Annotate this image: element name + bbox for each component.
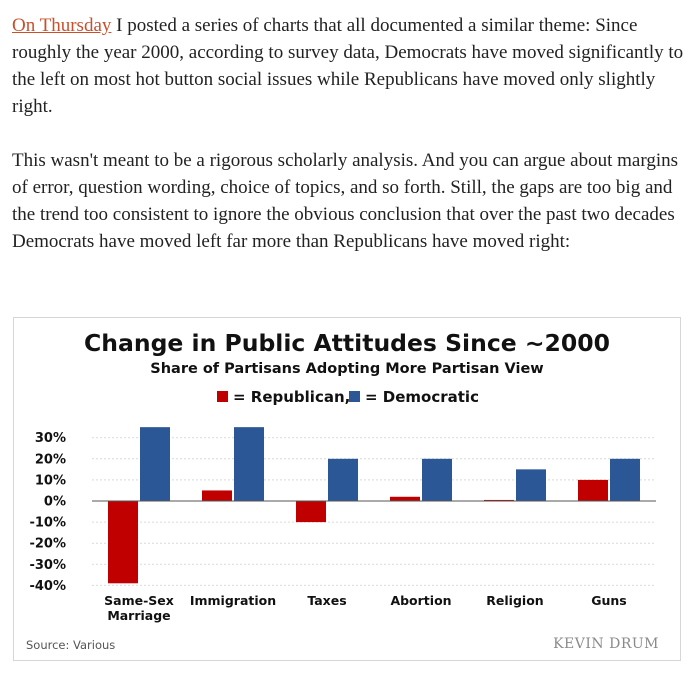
paragraph-2: This wasn't meant to be a rigorous schol… bbox=[12, 150, 679, 252]
chart-subtitle: Share of Partisans Adopting More Partisa… bbox=[150, 361, 543, 377]
y-tick-label: -40% bbox=[29, 579, 66, 594]
legend-swatch-democratic bbox=[349, 391, 360, 402]
y-tick-label: -10% bbox=[29, 516, 66, 531]
y-tick-label: 20% bbox=[35, 452, 66, 467]
x-tick-label: Marriage bbox=[107, 608, 170, 623]
brand-logo: KEVIN DRUM bbox=[553, 636, 659, 652]
y-tick-label: 0% bbox=[44, 495, 66, 510]
x-tick-label: Guns bbox=[591, 593, 627, 608]
chart-figure: Change in Public Attitudes Since ~2000 S… bbox=[13, 317, 681, 661]
bar-republican-taxes bbox=[296, 501, 326, 523]
bar-democratic-same-sex bbox=[140, 427, 170, 501]
chart-legend: = Republican, = Democratic bbox=[217, 388, 479, 406]
bar-democratic-religion bbox=[516, 469, 546, 501]
x-tick-label: Same-Sex bbox=[104, 593, 174, 608]
y-tick-label: -30% bbox=[29, 558, 66, 573]
bar-republican-same-sex bbox=[108, 501, 138, 584]
bar-democratic-guns bbox=[610, 458, 640, 501]
bar-democratic-abortion bbox=[422, 458, 452, 501]
article-body: On Thursday I posted a series of charts … bbox=[12, 12, 692, 255]
legend-swatch-republican bbox=[217, 391, 228, 402]
chart-title: Change in Public Attitudes Since ~2000 bbox=[84, 329, 610, 357]
y-tick-label: 10% bbox=[35, 473, 66, 488]
plot-area: 30% 20% 10% 0% -10% -20% -30% -40% Same-SexMarri… bbox=[29, 427, 656, 623]
bar-republican-immigration bbox=[202, 490, 232, 501]
bar-republican-guns bbox=[578, 479, 608, 501]
brand-wordmark: KEVIN DRUM bbox=[553, 636, 659, 652]
y-tick-label: 30% bbox=[35, 431, 66, 446]
bar-democratic-taxes bbox=[328, 458, 358, 501]
x-tick-label: Religion bbox=[486, 593, 543, 608]
paragraph-1-text: I posted a series of charts that all doc… bbox=[12, 15, 684, 117]
y-tick-label: -20% bbox=[29, 537, 66, 552]
on-thursday-link[interactable]: On Thursday bbox=[12, 15, 112, 36]
x-tick-label: Taxes bbox=[307, 593, 346, 608]
bar-republican-abortion bbox=[390, 496, 420, 501]
legend-label-democratic: = Democratic bbox=[365, 388, 479, 406]
paragraph-1: On Thursday I posted a series of charts … bbox=[12, 12, 692, 120]
legend-label-republican: = Republican, bbox=[233, 388, 350, 406]
x-tick-label: Immigration bbox=[190, 593, 276, 608]
x-tick-label: Abortion bbox=[390, 593, 451, 608]
bar-democratic-immigration bbox=[234, 427, 264, 501]
source-note: Source: Various bbox=[26, 638, 115, 652]
bar-republican-religion bbox=[484, 499, 514, 501]
bar-chart: Change in Public Attitudes Since ~2000 S… bbox=[26, 329, 659, 652]
